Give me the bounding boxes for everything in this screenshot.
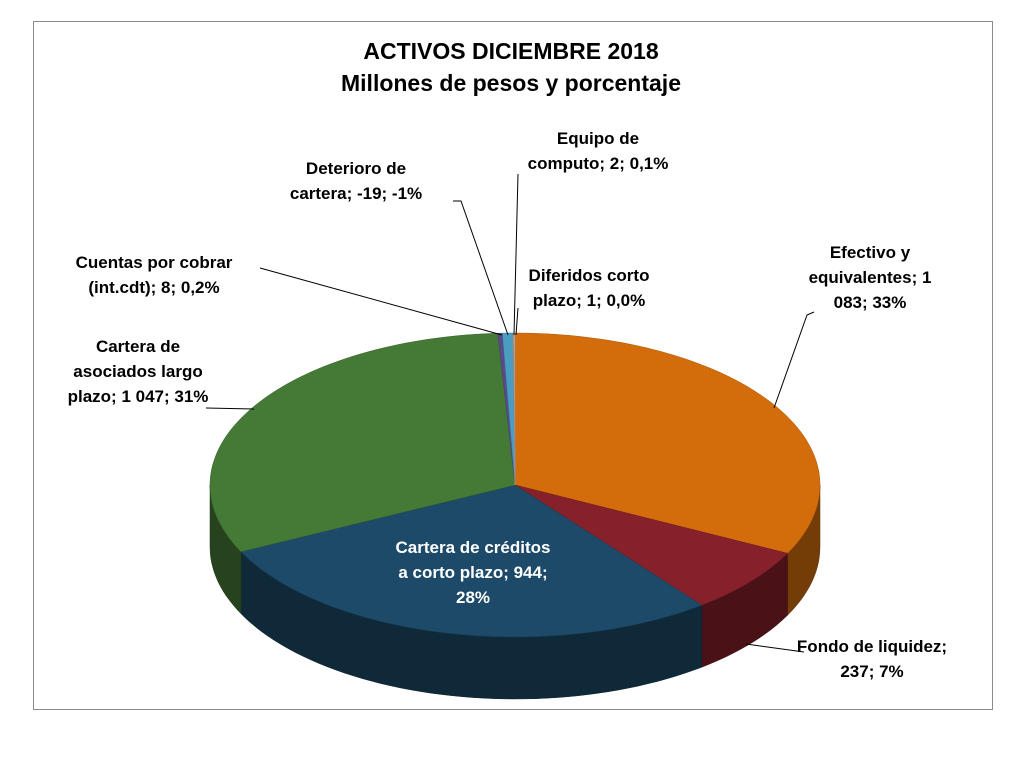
chart-frame: ACTIVOS DICIEMBRE 2018 Millones de pesos… [33, 21, 993, 710]
pie-chart: ACTIVOS DICIEMBRE 2018 Millones de pesos… [68, 38, 947, 700]
slice-label-efectivo-y-equivalentes: Efectivo y [830, 243, 911, 262]
slice-label-cuentas-por-cobrar-int-cdt: Cuentas por cobrar [76, 253, 233, 272]
slice-label-cartera-de-creditos-a-corto-plazo: Cartera de créditos [396, 538, 551, 557]
slice-fondo-de-liquidez [514, 484, 789, 606]
leader-line-cuentas-por-cobrar-int-cdt [259, 267, 503, 336]
slice-label-cuentas-por-cobrar-int-cdt: (int.cdt); 8; 0,2% [88, 278, 219, 297]
slice-label-fondo-de-liquidez: 237; 7% [840, 662, 903, 681]
slice-label-cartera-de-creditos-a-corto-plazo: a corto plazo; 944; [398, 563, 547, 582]
leader-line-efectivo-y-equivalentes [773, 311, 815, 409]
slice-label-deterioro-de-cartera: Deterioro de [306, 159, 406, 178]
slice-labels: Efectivo y equivalentes; 1 083; 33% Fondo d… [68, 129, 947, 681]
slice-label-cartera-de-asociados-largo-plazo: asociados largo [73, 362, 202, 381]
slice-cartera-de-creditos-a-corto-plazo [240, 484, 703, 638]
pie-top-faces [209, 332, 821, 638]
slice-cartera-de-asociados-largo-plazo [209, 332, 516, 552]
pie-side-walls [209, 484, 821, 700]
leader-line-diferidos-corto-plazo [515, 307, 519, 336]
slice-label-efectivo-y-equivalentes: equivalentes; 1 [809, 268, 932, 287]
slice-label-equipo-de-computo: Equipo de [557, 129, 639, 148]
slice-label-deterioro-de-cartera: cartera; -19; -1% [290, 184, 422, 203]
slice-label-efectivo-y-equivalentes: 083; 33% [834, 293, 907, 312]
slice-label-diferidos-corto-plazo: plazo; 1; 0,0% [533, 291, 645, 310]
slice-label-fondo-de-liquidez: Fondo de liquidez; [797, 637, 947, 656]
leader-line-deterioro-de-cartera [453, 200, 509, 336]
leader-line-fondo-de-liquidez [745, 643, 805, 653]
leader-line-equipo-de-computo [513, 173, 519, 336]
slice-label-cartera-de-creditos-a-corto-plazo: 28% [456, 588, 490, 607]
slice-label-cartera-de-asociados-largo-plazo: plazo; 1 047; 31% [68, 387, 209, 406]
slice-label-cartera-de-asociados-largo-plazo: Cartera de [96, 337, 180, 356]
chart-title-line-1: ACTIVOS DICIEMBRE 2018 [363, 38, 658, 64]
label-leader-lines [205, 173, 815, 653]
slice-label-diferidos-corto-plazo: Diferidos corto [529, 266, 650, 285]
slice-diferidos-corto-plazo [514, 332, 516, 486]
chart-title-line-2: Millones de pesos y porcentaje [341, 70, 681, 96]
slice-label-equipo-de-computo: computo; 2; 0,1% [528, 154, 669, 173]
leader-line-cartera-de-asociados-largo-plazo [205, 407, 255, 410]
